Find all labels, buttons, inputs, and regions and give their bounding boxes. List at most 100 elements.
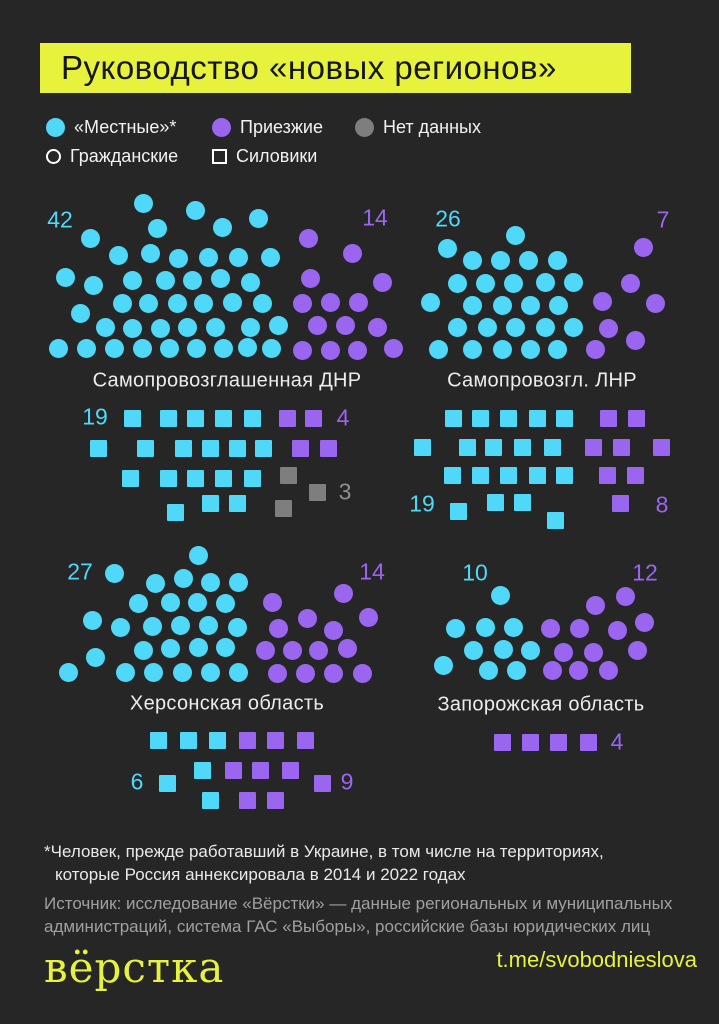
dnr-civilian-local-dot bbox=[193, 293, 213, 313]
dnr-siloviki-local-dot bbox=[159, 469, 177, 487]
dnr-siloviki-local-dot bbox=[243, 469, 261, 487]
kherson-siloviki-newcomer-dot bbox=[313, 774, 331, 792]
lnr-civilian-newcomer-dot bbox=[598, 318, 618, 338]
legend-item-nodata: Нет данных bbox=[355, 117, 481, 138]
dnr-civilian-local-dot bbox=[104, 338, 124, 358]
dnr-civilian-local-dot bbox=[76, 338, 96, 358]
dnr-civilian-newcomer-dot bbox=[335, 315, 355, 335]
count-label: 4 bbox=[336, 404, 350, 431]
legend-label: Приезжие bbox=[240, 117, 323, 137]
lnr-siloviki-local-dot bbox=[471, 409, 489, 427]
dnr-siloviki-local-dot bbox=[201, 439, 219, 457]
dnr-siloviki-nodata-dot bbox=[279, 466, 297, 484]
dnr-civilian-local-dot bbox=[80, 228, 100, 248]
kherson-siloviki-newcomer-dot bbox=[238, 731, 256, 749]
lnr-civilian-local-dot bbox=[505, 317, 525, 337]
lnr-siloviki-newcomer-dot bbox=[652, 438, 670, 456]
count-label: 10 bbox=[462, 559, 488, 586]
count-label: 4 bbox=[610, 728, 624, 755]
lnr-civilian-local-dot bbox=[535, 317, 555, 337]
dnr-civilian-local-dot bbox=[55, 267, 75, 287]
kherson-siloviki-newcomer-dot bbox=[281, 761, 299, 779]
lnr-siloviki-newcomer-dot bbox=[611, 494, 629, 512]
lnr-siloviki-local-dot bbox=[513, 438, 531, 456]
dnr-siloviki-local-dot bbox=[214, 409, 232, 427]
lnr-siloviki-local-dot bbox=[458, 438, 476, 456]
dnr-civilian-local-dot bbox=[210, 268, 230, 288]
dnr-civilian-local-dot bbox=[240, 317, 260, 337]
dnr-siloviki-nodata-dot bbox=[308, 483, 326, 501]
lnr-civilian-local-dot bbox=[505, 225, 525, 245]
zaporizhzhia-civilian-newcomer-dot bbox=[627, 640, 647, 660]
kherson-civilian-newcomer-dot bbox=[358, 607, 378, 627]
kherson-civilian-local-dot bbox=[200, 662, 220, 682]
lnr-siloviki-local-dot bbox=[413, 438, 431, 456]
dnr-civilian-local-dot bbox=[167, 293, 187, 313]
legend-item-siloviki: Силовики bbox=[212, 146, 317, 167]
dnr-civilian-newcomer-dot bbox=[347, 340, 367, 360]
lnr-civilian-local-dot bbox=[462, 339, 482, 359]
lnr-civilian-local-dot bbox=[520, 295, 540, 315]
kherson-civilian-local-dot bbox=[58, 662, 78, 682]
legend-label: Силовики bbox=[236, 146, 318, 166]
dnr-siloviki-newcomer-dot bbox=[278, 409, 296, 427]
count-label: 19 bbox=[82, 403, 108, 430]
dnr-siloviki-local-dot bbox=[228, 439, 246, 457]
dnr-siloviki-local-dot bbox=[166, 503, 184, 521]
dnr-siloviki-local-dot bbox=[159, 409, 177, 427]
lnr-civilian-local-dot bbox=[490, 250, 510, 270]
dnr-civilian-local-dot bbox=[132, 338, 152, 358]
lnr-civilian-newcomer-dot bbox=[645, 293, 665, 313]
kherson-civilian-newcomer-dot bbox=[267, 663, 287, 683]
dnr-civilian-local-dot bbox=[186, 338, 206, 358]
region-label: Запорожская область bbox=[437, 693, 645, 716]
zaporizhzhia-civilian-newcomer-dot bbox=[583, 642, 603, 662]
dnr-siloviki-local-dot bbox=[214, 469, 232, 487]
kherson-civilian-newcomer-dot bbox=[333, 583, 353, 603]
dnr-siloviki-local-dot bbox=[186, 409, 204, 427]
lnr-civilian-local-dot bbox=[547, 339, 567, 359]
lnr-siloviki-local-dot bbox=[528, 466, 546, 484]
dnr-civilian-local-dot bbox=[222, 292, 242, 312]
dnr-civilian-local-dot bbox=[268, 315, 288, 335]
kherson-civilian-newcomer-dot bbox=[323, 663, 343, 683]
kherson-civilian-newcomer-dot bbox=[262, 592, 282, 612]
lnr-siloviki-local-dot bbox=[555, 409, 573, 427]
count-label: 8 bbox=[655, 491, 669, 518]
kherson-civilian-local-dot bbox=[115, 662, 135, 682]
zaporizhzhia-civilian-local-dot bbox=[463, 640, 483, 660]
kherson-siloviki-newcomer-dot bbox=[296, 731, 314, 749]
lnr-siloviki-newcomer-dot bbox=[598, 466, 616, 484]
dnr-civilian-local-dot bbox=[159, 338, 179, 358]
legend-item-civilians: Гражданские bbox=[46, 146, 178, 167]
zaporizhzhia-civilian-local-dot bbox=[503, 617, 523, 637]
locals-swatch-icon bbox=[46, 118, 65, 137]
source-note: Источник: исследование «Вёрстки» — данны… bbox=[44, 892, 672, 938]
dnr-civilian-local-dot bbox=[70, 303, 90, 323]
dnr-civilian-local-dot bbox=[83, 275, 103, 295]
legend-item-newcomers: Приезжие bbox=[212, 117, 323, 138]
legend-item-locals: «Местные»* bbox=[46, 117, 176, 138]
lnr-siloviki-newcomer-dot bbox=[599, 409, 617, 427]
lnr-civilian-newcomer-dot bbox=[585, 339, 605, 359]
lnr-civilian-newcomer-dot bbox=[620, 273, 640, 293]
zaporizhzhia-civilian-local-dot bbox=[506, 660, 526, 680]
count-label: 19 bbox=[409, 490, 435, 517]
kherson-civilian-local-dot bbox=[172, 662, 192, 682]
lnr-civilian-local-dot bbox=[477, 317, 497, 337]
count-label: 42 bbox=[47, 206, 73, 233]
kherson-civilian-local-dot bbox=[160, 638, 180, 658]
zaporizhzhia-civilian-local-dot bbox=[490, 585, 510, 605]
dnr-civilian-local-dot bbox=[108, 245, 128, 265]
zaporizhzhia-civilian-newcomer-dot bbox=[569, 618, 589, 638]
telegram-link[interactable]: t.me/svobodnieslova bbox=[496, 947, 697, 972]
dnr-civilian-local-dot bbox=[261, 338, 281, 358]
dnr-siloviki-local-dot bbox=[174, 439, 192, 457]
lnr-civilian-local-dot bbox=[520, 339, 540, 359]
dnr-civilian-local-dot bbox=[252, 293, 272, 313]
dnr-civilian-local-dot bbox=[205, 317, 225, 337]
dnr-civilian-newcomer-dot bbox=[372, 272, 392, 292]
dnr-civilian-local-dot bbox=[198, 247, 218, 267]
source-line: администраций, система ГАС «Выборы», рос… bbox=[44, 917, 651, 936]
count-label: 6 bbox=[130, 768, 144, 795]
